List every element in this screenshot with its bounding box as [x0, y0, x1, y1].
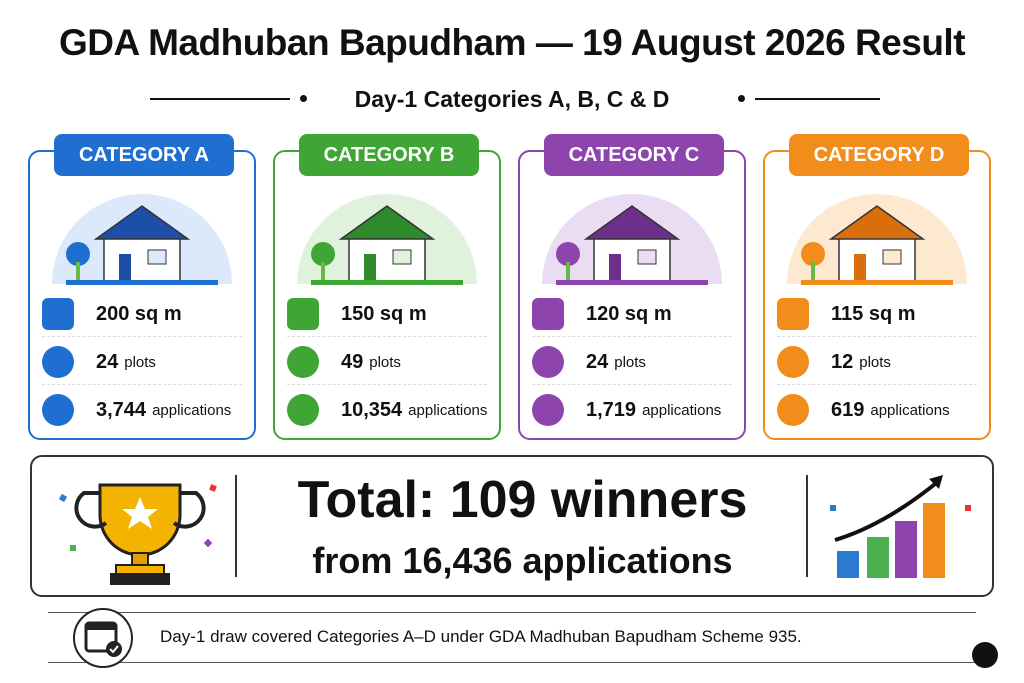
total-winners: Total: 109 winners [297, 471, 748, 529]
house-illustration [779, 184, 975, 294]
stat-icon [42, 298, 74, 330]
house-illustration [534, 184, 730, 294]
logo [972, 642, 998, 668]
dot [300, 95, 307, 102]
area-value: 115 sq m [831, 302, 916, 325]
stat-value: 12 [831, 350, 854, 373]
stat-row: 150 sq m [287, 292, 487, 337]
calendar-icon [73, 608, 133, 668]
stat-row: 24 plots [532, 340, 732, 385]
stat-value: 3,744 [96, 398, 147, 421]
stat-icon [42, 346, 74, 378]
rule [755, 98, 880, 100]
category-card: CATEGORY A 200 sq m 24 plots 3,744 applicati… [28, 134, 256, 440]
subtitle: Day-1 Categories A, B, C & D [354, 86, 670, 112]
stat-label: plots [369, 353, 401, 371]
footer-note: Day-1 draw covered Categories A–D under … [160, 627, 802, 646]
dot [738, 95, 745, 102]
stat-label: plots [859, 353, 891, 371]
total-applications: from 16,436 applications [312, 540, 733, 581]
stat-icon [287, 346, 319, 378]
growth-icon [830, 475, 971, 578]
total-box [30, 455, 994, 597]
stat-icon [42, 394, 74, 426]
house-illustration [289, 184, 485, 294]
category-name: CATEGORY A [54, 134, 234, 176]
stat-row: 12 plots [777, 340, 977, 385]
house [52, 194, 232, 285]
stat-icon [777, 394, 809, 426]
house-illustration [44, 184, 240, 294]
stat-label: applications [642, 401, 722, 419]
stat-row: 120 sq m [532, 292, 732, 337]
stat-label: plots [614, 353, 646, 371]
stat-icon [287, 394, 319, 426]
stat-value: 24 [586, 350, 609, 373]
stat-icon [532, 346, 564, 378]
stat-value: 1,719 [586, 398, 637, 421]
divider [806, 475, 808, 577]
rule [150, 98, 290, 100]
trophy-icon [58, 483, 217, 585]
stat-icon [532, 394, 564, 426]
stat-row: 49 plots [287, 340, 487, 385]
area-value: 200 sq m [96, 302, 182, 325]
divider [235, 475, 237, 577]
stat-row: 10,354 applications [287, 388, 487, 432]
stat-label: applications [870, 401, 950, 419]
stat-value: 619 [831, 398, 865, 421]
stat-row: 24 plots [42, 340, 242, 385]
stat-value: 10,354 [341, 398, 403, 421]
stat-value: 49 [341, 350, 364, 373]
title: GDA Madhuban Bapudham — 19 August 2026 R… [58, 22, 966, 63]
house [297, 194, 477, 285]
stat-label: plots [124, 353, 156, 371]
stat-label: applications [408, 401, 488, 419]
rule [48, 662, 976, 663]
stat-value: 24 [96, 350, 119, 373]
stat-row: 200 sq m [42, 292, 242, 337]
stat-icon [532, 298, 564, 330]
stat-row: 115 sq m [777, 292, 977, 337]
category-name: CATEGORY B [299, 134, 479, 176]
stat-icon [287, 298, 319, 330]
area-value: 120 sq m [586, 302, 672, 325]
stat-row: 619 applications [777, 388, 977, 432]
category-name: CATEGORY D [789, 134, 969, 176]
stat-row: 1,719 applications [532, 388, 732, 432]
stat-label: applications [152, 401, 232, 419]
stat-icon [777, 346, 809, 378]
rule [48, 612, 976, 613]
area-value: 150 sq m [341, 302, 427, 325]
house [542, 194, 722, 285]
category-card: CATEGORY C 120 sq m 24 plots 1,719 applicati… [518, 134, 746, 440]
category-card: CATEGORY D 115 sq m 12 plots 619 application… [763, 134, 991, 440]
stat-row: 3,744 applications [42, 388, 242, 432]
stat-icon [777, 298, 809, 330]
house [787, 194, 967, 285]
category-card: CATEGORY B 150 sq m 49 plots 10,354 applicat… [273, 134, 501, 440]
category-name: CATEGORY C [544, 134, 724, 176]
